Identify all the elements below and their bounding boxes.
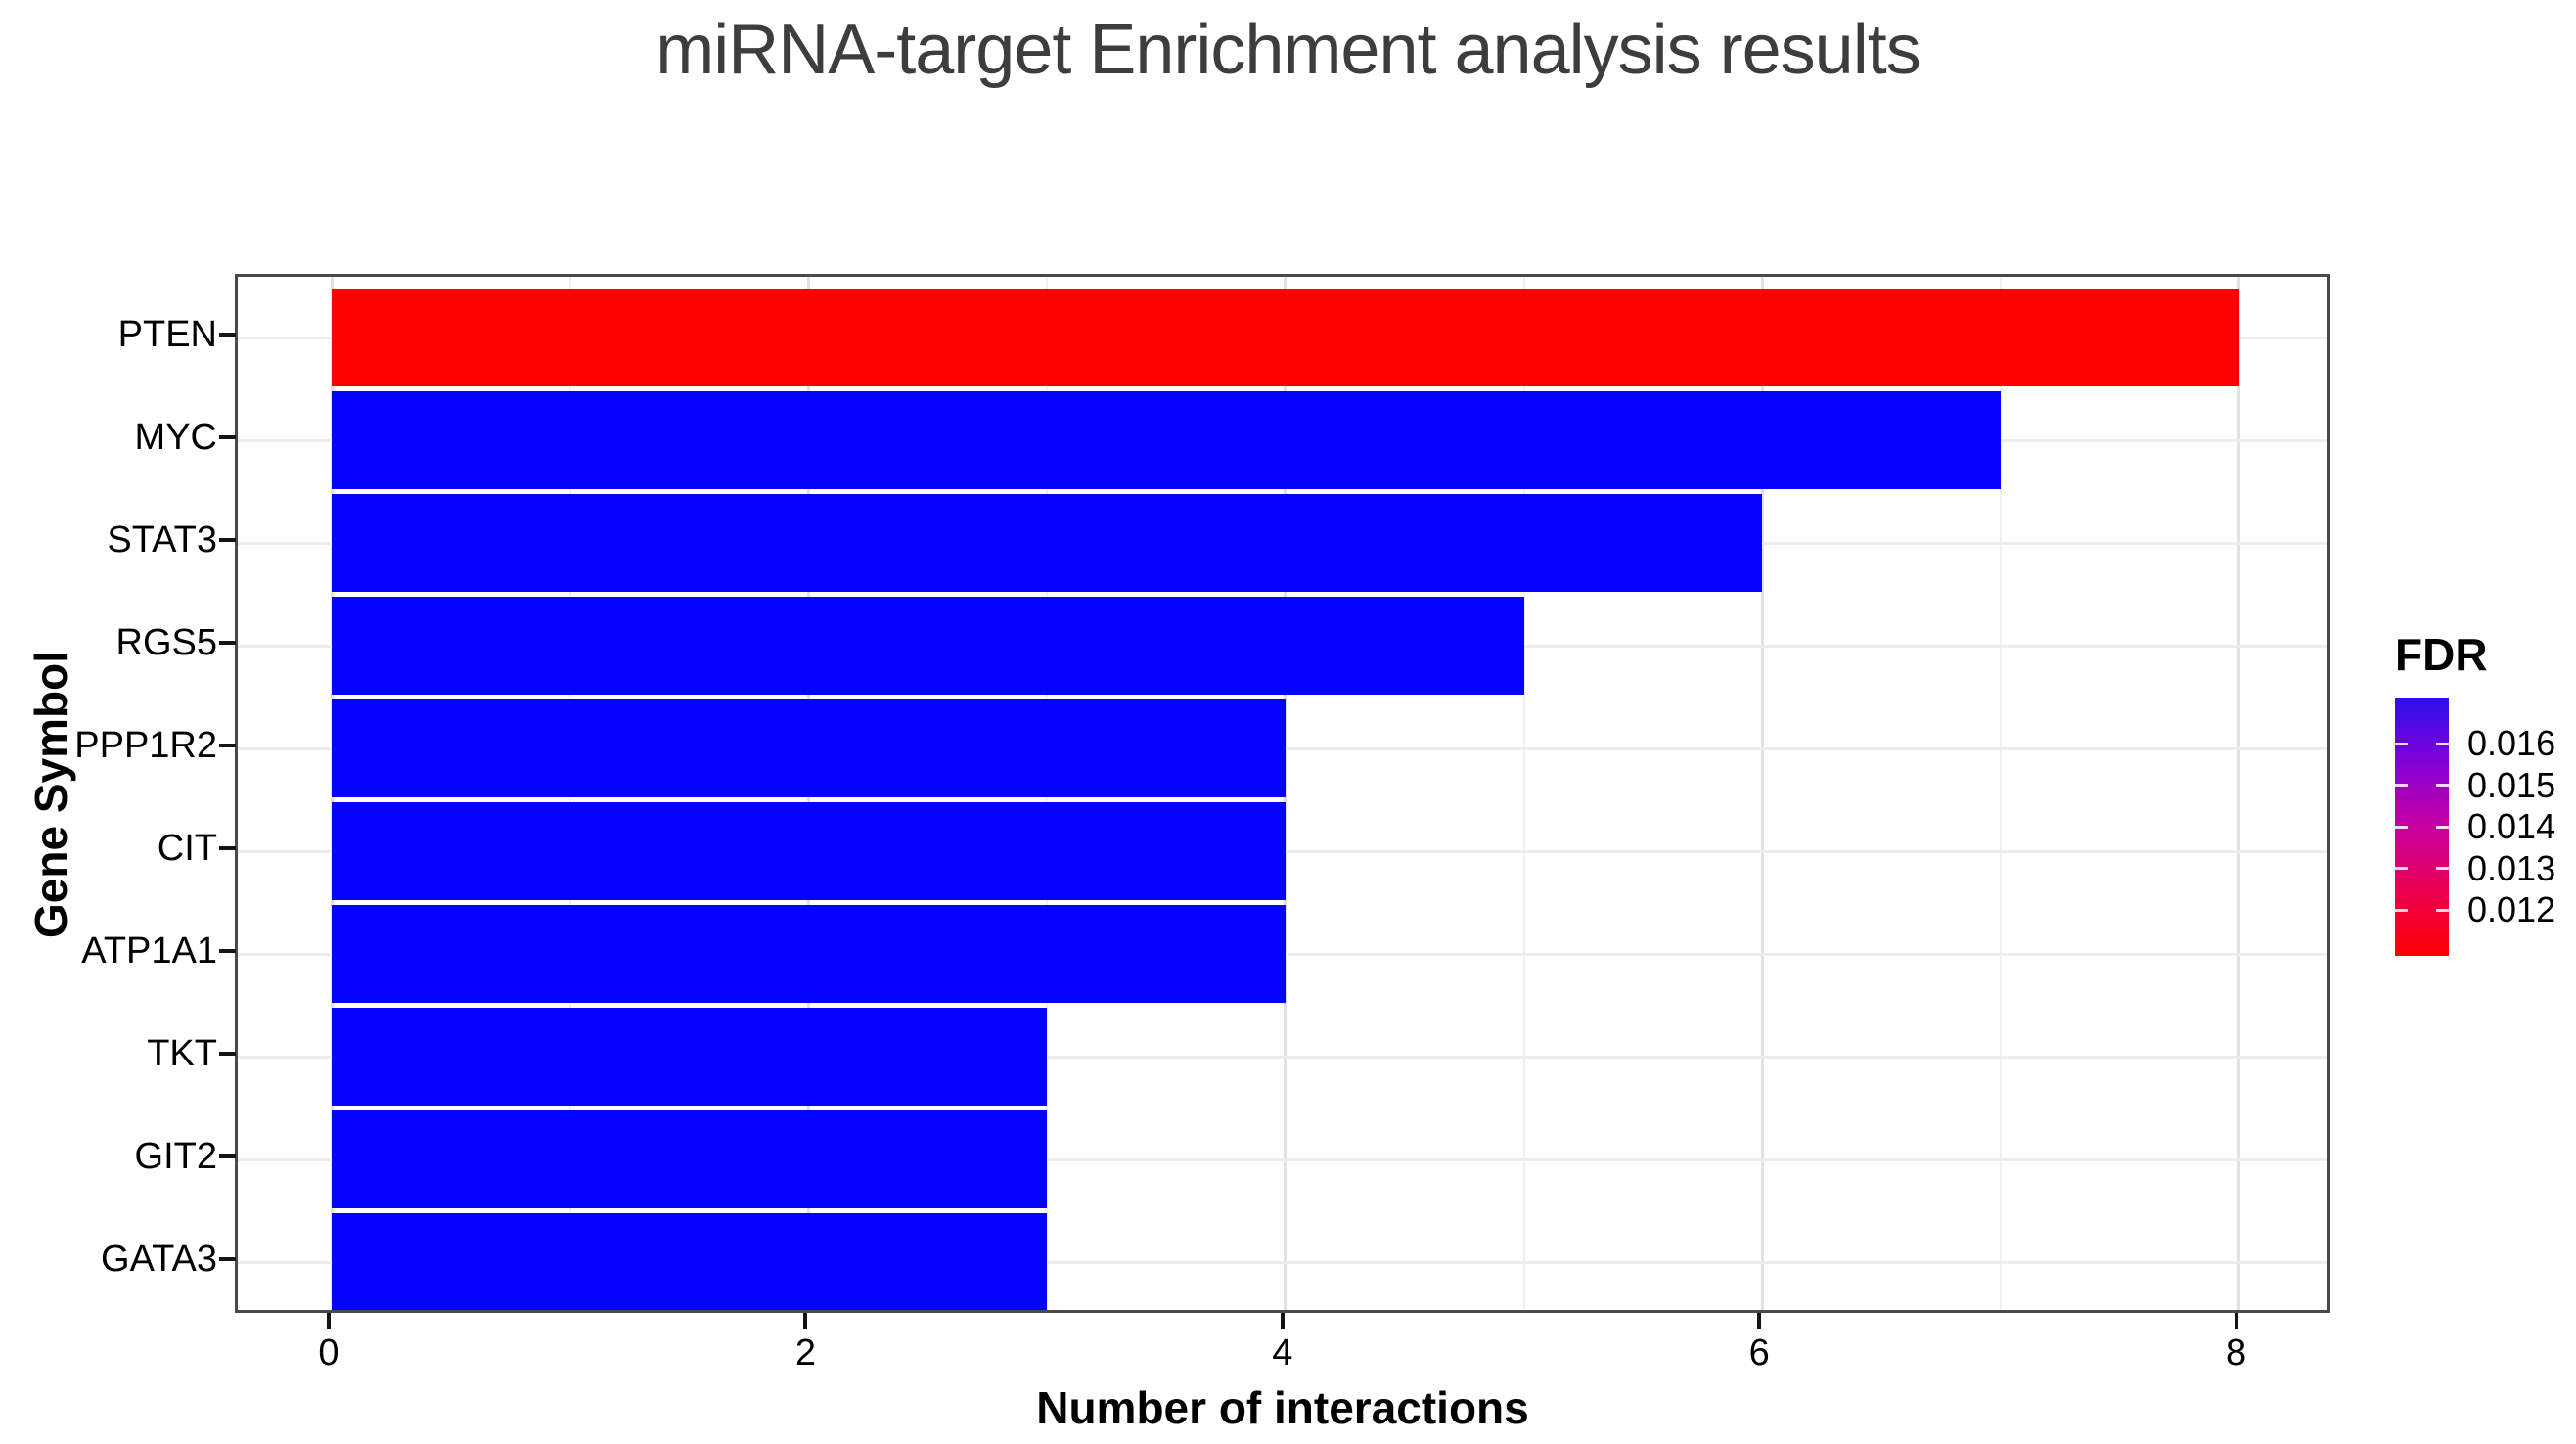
y-tick — [219, 744, 236, 747]
legend-tick-label: 0.012 — [2467, 889, 2556, 929]
bar-ATP1A1 — [332, 905, 1286, 1003]
y-tick-label: PTEN — [117, 314, 217, 355]
row-gridline — [238, 1055, 2327, 1059]
y-tick — [219, 1052, 236, 1056]
x-tick — [2234, 1313, 2238, 1329]
legend-tick — [2436, 867, 2449, 870]
x-tick — [327, 1313, 331, 1329]
legend-tick — [2395, 784, 2408, 787]
row-gridline — [238, 1157, 2327, 1161]
minor-gridline — [1999, 277, 2002, 1310]
bar-RGS5 — [332, 597, 1524, 695]
plot-panel — [235, 274, 2330, 1313]
y-tick — [219, 1154, 236, 1158]
x-tick — [1757, 1313, 1762, 1329]
bar-CIT — [332, 802, 1286, 900]
y-tick-label: TKT — [147, 1033, 217, 1074]
x-tick-label: 2 — [794, 1332, 816, 1374]
y-tick — [219, 641, 236, 645]
legend-title: FDR — [2395, 629, 2488, 680]
legend-tick — [2436, 784, 2449, 787]
x-axis-title: Number of interactions — [1036, 1382, 1529, 1433]
legend-tick — [2395, 908, 2408, 912]
bar-TKT — [332, 1008, 1048, 1106]
legend-tick — [2436, 742, 2449, 745]
legend-tick — [2436, 908, 2449, 912]
legend-tick — [2395, 867, 2408, 870]
legend-tick-label: 0.014 — [2467, 806, 2556, 846]
x-tick-label: 6 — [1748, 1332, 1770, 1374]
x-tick — [803, 1313, 808, 1329]
legend-tick-label: 0.013 — [2467, 847, 2556, 888]
legend-tick-label: 0.015 — [2467, 764, 2556, 805]
x-tick-label: 8 — [2226, 1332, 2247, 1374]
chart-title: miRNA-target Enrichment analysis results — [655, 11, 1921, 89]
y-tick-label: CIT — [157, 828, 217, 869]
bar-GIT2 — [332, 1110, 1048, 1208]
bar-PPP1R2 — [332, 699, 1286, 797]
legend-tick — [2395, 742, 2408, 745]
x-tick-label: 4 — [1272, 1332, 1293, 1374]
y-tick-label: GIT2 — [134, 1136, 217, 1177]
legend-tick — [2436, 825, 2449, 829]
x-tick — [1280, 1313, 1285, 1329]
y-tick-label: PPP1R2 — [74, 725, 217, 766]
x-tick-label: 0 — [318, 1332, 339, 1374]
y-tick — [219, 949, 236, 953]
major-gridline — [2237, 277, 2241, 1310]
bar-STAT3 — [332, 494, 1763, 592]
major-gridline — [1760, 277, 1764, 1310]
major-gridline — [1284, 277, 1288, 1310]
minor-gridline — [1522, 277, 1525, 1310]
y-tick-label: STAT3 — [107, 519, 217, 561]
y-tick — [219, 435, 236, 439]
y-tick — [219, 1257, 236, 1261]
legend-tick — [2395, 825, 2408, 829]
y-tick — [219, 846, 236, 850]
y-tick-label: ATP1A1 — [81, 930, 217, 971]
bar-GATA3 — [332, 1213, 1048, 1310]
bar-MYC — [332, 391, 2001, 489]
y-tick-label: GATA3 — [101, 1239, 217, 1280]
bar-PTEN — [332, 289, 2239, 386]
row-gridline — [238, 1260, 2327, 1264]
y-tick — [219, 538, 236, 542]
y-tick-label: RGS5 — [115, 622, 217, 663]
y-tick-label: MYC — [134, 417, 217, 458]
legend-tick-label: 0.016 — [2467, 723, 2556, 763]
y-tick — [219, 333, 236, 337]
